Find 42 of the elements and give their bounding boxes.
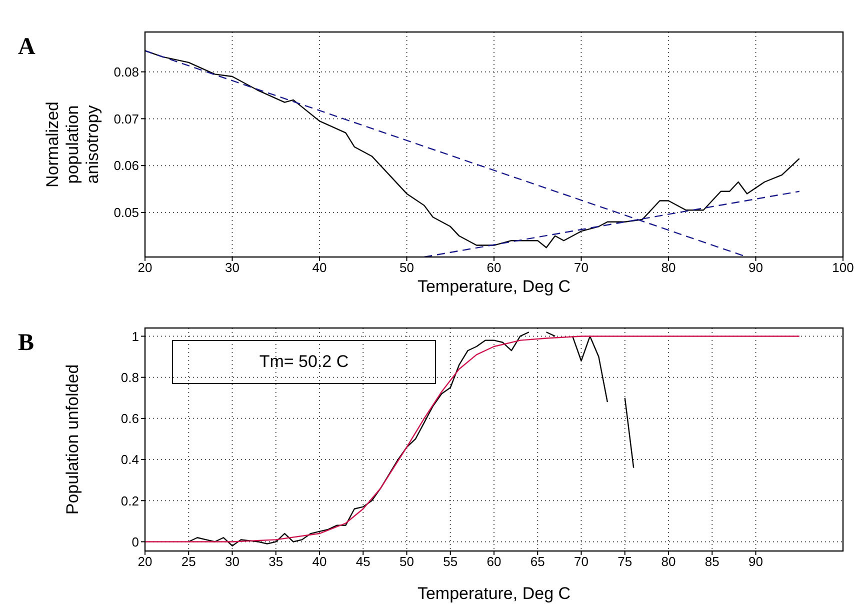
x-tick-label: 20 [138,260,152,276]
x-tick-label: 40 [312,554,327,570]
y-tick-label: 0.05 [114,205,139,220]
y-axis-title: Normalized population anisotropy [43,102,102,188]
x-tick-label: 80 [661,260,676,276]
x-tick-label: 75 [618,554,632,570]
x-tick-label: 65 [530,554,545,570]
x-tick-label: 50 [400,554,414,570]
x-tick-label: 35 [268,554,284,570]
y-tick-label: 0.08 [114,64,139,80]
x-tick-label: 90 [748,260,763,276]
x-tick-label: 60 [486,260,502,276]
annotation: Tm= 50.2 C [259,352,349,372]
y-tick-label: 0.07 [114,111,139,126]
y-tick-label: 0.4 [120,452,139,468]
x-tick-label: 70 [574,554,588,570]
x-tick-label: 30 [225,554,240,570]
x-tick-label: 55 [443,554,458,570]
x-tick-label: 70 [574,260,588,276]
y-tick-label: 0 [132,534,139,550]
x-tick-label: 100 [832,260,854,276]
note-box: Tm= 50.2 C [172,340,436,384]
x-tick-label: 20 [138,554,152,570]
y-tick-label: 0.06 [114,158,139,174]
x-tick-label: 30 [225,260,240,276]
x-tick-label: 90 [748,554,763,570]
x-tick-label: 60 [486,554,502,570]
x-axis-title: Temperature, Deg C [417,277,571,296]
x-tick-label: 40 [312,260,327,276]
chart-title: A [18,34,36,60]
x-tick-label: 45 [356,554,370,570]
x-tick-label: 80 [661,554,676,570]
x-tick-label: 85 [704,554,720,570]
y-tick-label: 0.8 [120,370,139,385]
y-axis-title: Population unfolded [63,364,82,515]
chart-title: B [18,330,34,356]
x-axis-title: Temperature, Deg C [417,584,571,603]
x-tick-label: 50 [400,260,414,276]
y-tick-label: 0.6 [120,411,139,426]
y-tick-label: 1 [132,328,139,344]
y-tick-label: 0.2 [120,493,139,508]
x-tick-label: 25 [181,554,196,570]
